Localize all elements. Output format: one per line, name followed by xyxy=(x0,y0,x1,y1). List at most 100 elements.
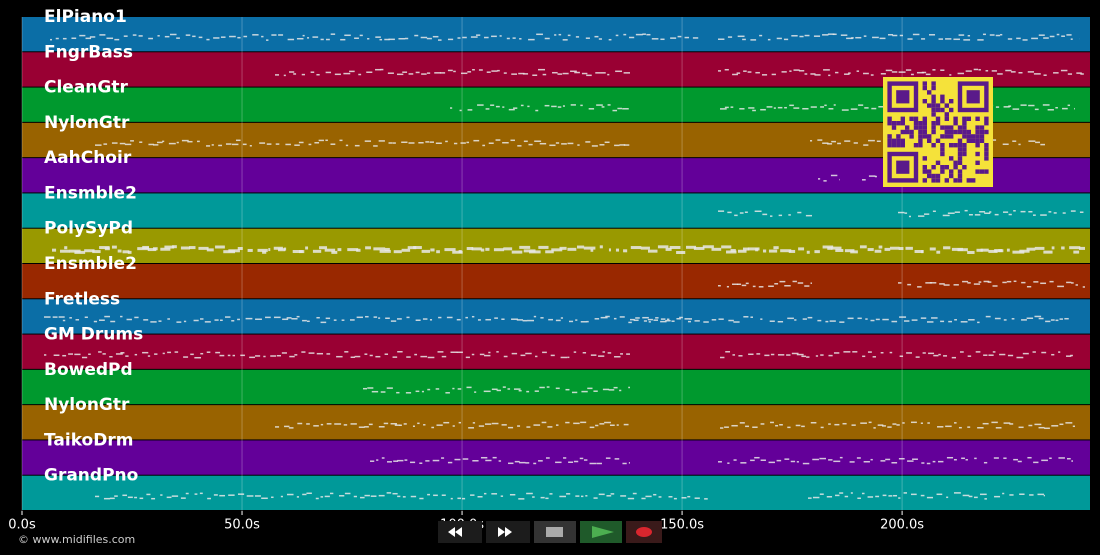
note xyxy=(598,355,605,357)
note xyxy=(546,386,550,388)
note xyxy=(430,248,435,252)
note xyxy=(940,69,945,71)
note xyxy=(532,496,535,498)
note xyxy=(299,250,305,254)
qr-module xyxy=(971,134,976,139)
qr-module xyxy=(944,178,949,183)
note xyxy=(665,247,672,251)
note xyxy=(738,355,743,357)
note xyxy=(604,421,611,424)
note xyxy=(254,495,261,497)
note xyxy=(756,353,761,355)
note xyxy=(857,317,862,320)
note xyxy=(880,351,884,354)
note xyxy=(52,316,58,318)
note xyxy=(99,319,105,321)
note xyxy=(310,71,315,73)
qr-module xyxy=(922,116,927,121)
note xyxy=(581,390,588,393)
note xyxy=(104,247,110,251)
note xyxy=(313,425,319,427)
note xyxy=(1049,280,1054,283)
note xyxy=(953,38,960,41)
qr-module xyxy=(962,125,967,130)
note xyxy=(911,319,918,321)
qr-module xyxy=(957,160,963,165)
note xyxy=(259,142,266,144)
note xyxy=(549,144,556,147)
note xyxy=(1042,104,1050,106)
qr-module xyxy=(931,173,936,179)
note xyxy=(147,355,151,357)
note xyxy=(896,424,900,426)
note xyxy=(265,316,271,319)
note xyxy=(220,319,223,322)
qr-module xyxy=(913,121,919,126)
note xyxy=(741,284,747,287)
note xyxy=(1021,281,1026,284)
note xyxy=(820,106,825,108)
track-row xyxy=(22,334,1090,369)
note xyxy=(450,351,458,353)
note xyxy=(980,248,989,252)
note xyxy=(1005,69,1012,72)
note xyxy=(1033,461,1039,464)
note xyxy=(495,105,500,108)
note xyxy=(456,318,461,321)
note xyxy=(594,318,600,320)
track-row xyxy=(22,475,1090,510)
note xyxy=(419,497,424,500)
note xyxy=(1020,104,1027,106)
note xyxy=(608,389,615,391)
note xyxy=(271,496,274,499)
note xyxy=(614,458,620,460)
note xyxy=(632,492,637,495)
note xyxy=(871,107,877,110)
note xyxy=(503,72,507,74)
note xyxy=(877,424,884,426)
note xyxy=(860,422,867,424)
note xyxy=(502,386,506,388)
note xyxy=(231,320,235,322)
qr-module xyxy=(966,138,971,143)
note xyxy=(287,38,295,41)
note xyxy=(688,318,692,320)
note xyxy=(562,39,568,41)
note xyxy=(555,461,562,464)
qr-module xyxy=(940,125,945,130)
note xyxy=(520,354,526,357)
note xyxy=(150,321,157,323)
note xyxy=(815,355,819,357)
note xyxy=(288,427,294,429)
note xyxy=(967,34,971,37)
note xyxy=(293,73,297,75)
note xyxy=(261,497,268,500)
note xyxy=(544,37,550,40)
note xyxy=(808,497,812,499)
qr-module xyxy=(935,178,941,183)
note xyxy=(319,246,328,250)
note xyxy=(570,104,576,106)
note xyxy=(899,355,904,357)
copyright: © www.midifiles.com xyxy=(18,533,135,546)
note xyxy=(333,319,337,321)
note xyxy=(905,69,912,71)
note xyxy=(84,316,88,319)
note xyxy=(69,317,72,319)
track-row xyxy=(22,264,1090,299)
qr-module xyxy=(927,169,932,174)
track-name: TaikoDrm xyxy=(44,430,133,450)
note xyxy=(345,144,349,147)
note xyxy=(783,38,789,41)
qr-module xyxy=(896,138,901,143)
note xyxy=(198,246,209,250)
note xyxy=(381,457,385,459)
note xyxy=(79,34,86,37)
note xyxy=(237,36,241,39)
note xyxy=(582,352,587,354)
note xyxy=(532,74,538,76)
note xyxy=(983,280,990,283)
note xyxy=(844,495,849,498)
note xyxy=(1007,38,1013,40)
note xyxy=(375,68,382,71)
